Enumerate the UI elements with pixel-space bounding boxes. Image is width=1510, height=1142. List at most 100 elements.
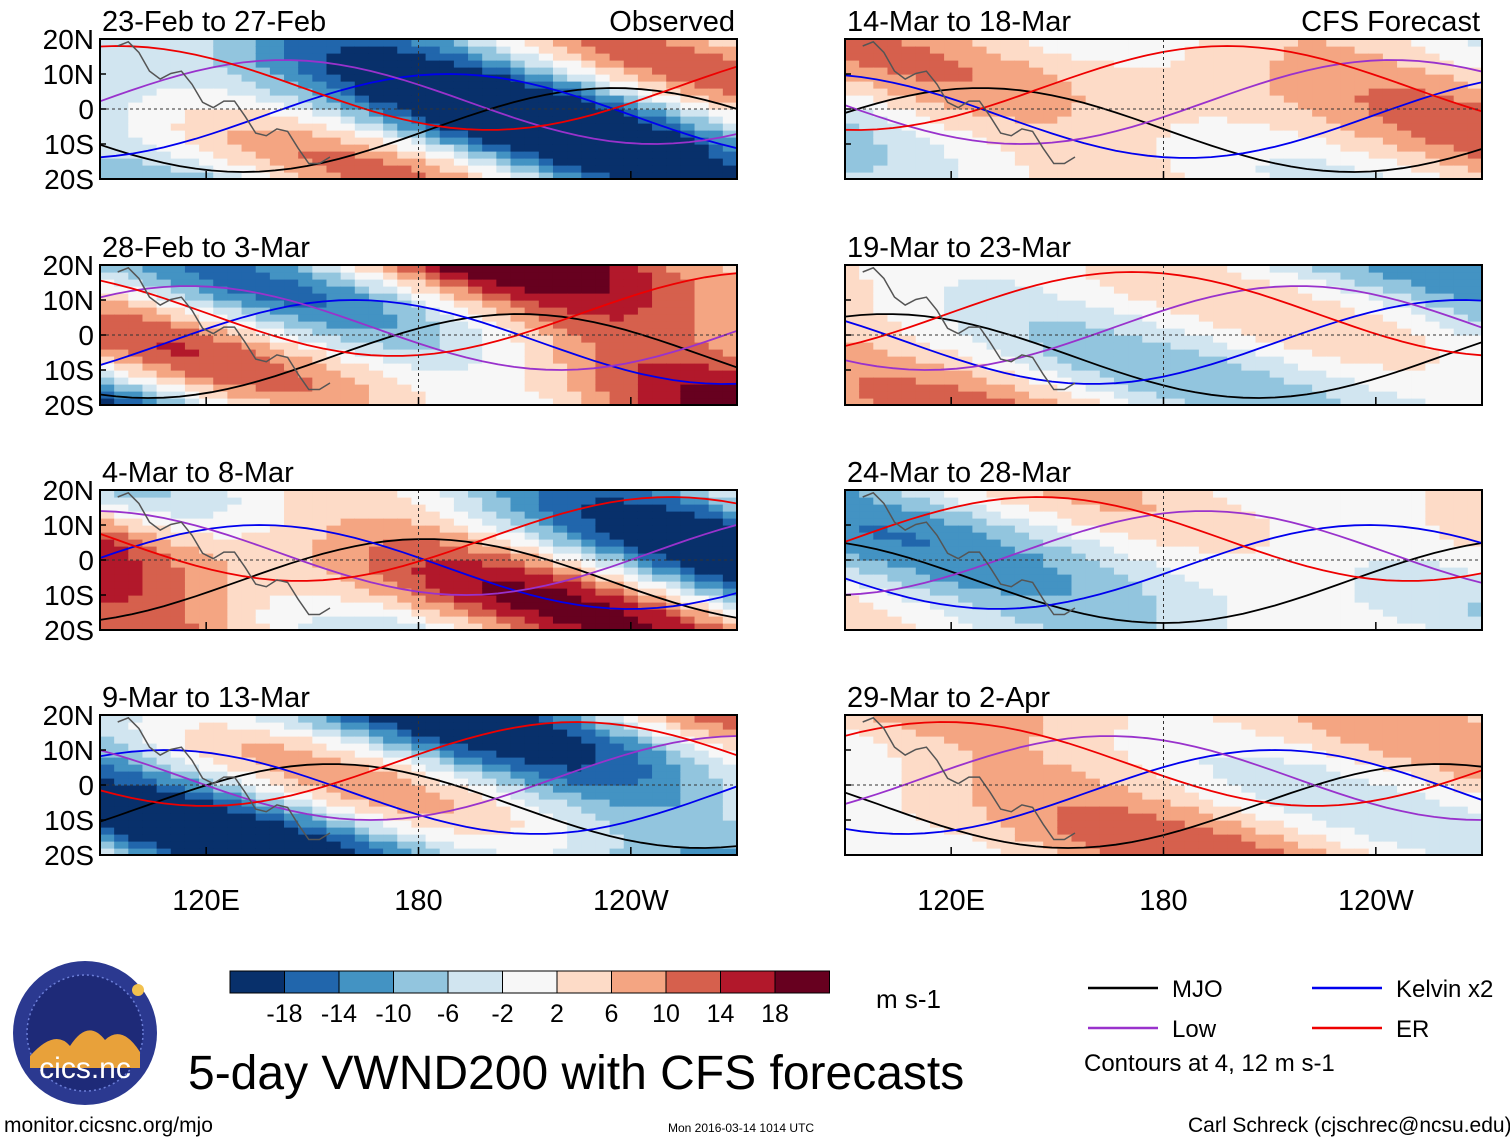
field-cell bbox=[114, 123, 129, 131]
field-cell bbox=[581, 834, 597, 842]
field-cell bbox=[1142, 39, 1158, 47]
field-cell bbox=[326, 799, 342, 807]
field-cell bbox=[255, 398, 271, 405]
field-cell bbox=[873, 377, 889, 385]
field-cell bbox=[637, 398, 653, 405]
field-cell bbox=[666, 349, 681, 357]
field-cell bbox=[142, 567, 158, 575]
field-cell bbox=[986, 88, 1002, 96]
field-cell bbox=[1269, 172, 1285, 179]
field-cell bbox=[510, 88, 526, 96]
field-cell bbox=[929, 370, 945, 378]
field-cell bbox=[1283, 60, 1299, 68]
field-cell bbox=[184, 792, 200, 800]
field-cell bbox=[312, 841, 328, 849]
field-cell bbox=[708, 67, 724, 75]
field-cell bbox=[609, 504, 625, 512]
field-cell bbox=[524, 342, 540, 350]
field-cell bbox=[1213, 123, 1228, 131]
field-cell bbox=[623, 307, 639, 315]
field-cell bbox=[241, 567, 257, 575]
field-cell bbox=[213, 581, 228, 589]
field-cell bbox=[901, 53, 917, 61]
field-cell bbox=[453, 841, 469, 849]
field-cell bbox=[680, 67, 696, 75]
field-cell bbox=[128, 265, 144, 273]
field-cell bbox=[1453, 172, 1469, 179]
field-cell bbox=[652, 743, 667, 751]
field-cell bbox=[312, 750, 328, 758]
field-cell bbox=[269, 834, 285, 842]
field-cell bbox=[468, 279, 483, 287]
field-cell bbox=[156, 356, 172, 364]
field-cell bbox=[368, 736, 384, 744]
field-cell bbox=[1354, 102, 1370, 110]
field-cell bbox=[199, 820, 214, 828]
field-cell bbox=[581, 504, 597, 512]
field-cell bbox=[241, 743, 257, 751]
field-cell bbox=[340, 792, 356, 800]
field-cell bbox=[284, 518, 299, 526]
field-cell bbox=[213, 722, 228, 730]
field-cell bbox=[199, 799, 214, 807]
field-cell bbox=[312, 39, 328, 47]
field-cell bbox=[510, 546, 526, 554]
field-cell bbox=[609, 109, 625, 117]
field-cell bbox=[170, 813, 186, 821]
field-cell bbox=[637, 46, 653, 54]
field-cell bbox=[298, 384, 313, 392]
field-cell bbox=[694, 750, 710, 758]
field-cell bbox=[567, 342, 582, 350]
field-cell bbox=[397, 715, 413, 723]
lat-tick-label: 20S bbox=[44, 164, 94, 195]
field-cell bbox=[383, 391, 398, 399]
field-cell bbox=[958, 349, 973, 357]
field-cell bbox=[595, 736, 611, 744]
field-cell bbox=[114, 799, 129, 807]
lon-tick-label: 120E bbox=[172, 885, 240, 917]
field-cell bbox=[156, 165, 172, 173]
field-cell bbox=[845, 88, 860, 96]
field-cell bbox=[1113, 67, 1129, 75]
field-cell bbox=[312, 363, 328, 371]
field-cell bbox=[397, 123, 413, 131]
field-cell bbox=[199, 151, 214, 159]
field-cell bbox=[581, 137, 597, 145]
field-cell bbox=[666, 53, 681, 61]
field-cell bbox=[383, 314, 398, 322]
field-cell bbox=[368, 328, 384, 336]
field-cell bbox=[637, 602, 653, 610]
field-cell bbox=[184, 398, 200, 405]
field-cell bbox=[326, 314, 342, 322]
field-cell bbox=[524, 490, 540, 498]
field-cell bbox=[722, 560, 737, 568]
field-cell bbox=[368, 265, 384, 273]
field-cell bbox=[340, 743, 356, 751]
field-cell bbox=[397, 109, 413, 117]
field-cell bbox=[227, 518, 243, 526]
field-cell bbox=[1184, 46, 1200, 54]
field-cell bbox=[312, 300, 328, 308]
field-cell bbox=[227, 363, 243, 371]
field-cell bbox=[397, 757, 413, 765]
field-cell bbox=[524, 321, 540, 329]
field-cell bbox=[1382, 102, 1398, 110]
field-cell bbox=[1213, 116, 1228, 124]
field-cell bbox=[972, 293, 988, 301]
field-cell bbox=[1184, 102, 1200, 110]
field-cell bbox=[439, 116, 455, 124]
field-cell bbox=[227, 588, 243, 596]
field-cell bbox=[859, 39, 874, 47]
field-cell bbox=[581, 567, 597, 575]
field-cell bbox=[184, 567, 200, 575]
field-cell bbox=[708, 827, 724, 835]
field-cell bbox=[397, 384, 413, 392]
field-cell bbox=[284, 60, 299, 68]
field-cell bbox=[694, 88, 710, 96]
field-cell bbox=[637, 750, 653, 758]
field-cell bbox=[972, 116, 988, 124]
field-cell bbox=[666, 391, 681, 399]
field-cell bbox=[354, 123, 370, 131]
field-cell bbox=[383, 356, 398, 364]
field-cell bbox=[326, 356, 342, 364]
